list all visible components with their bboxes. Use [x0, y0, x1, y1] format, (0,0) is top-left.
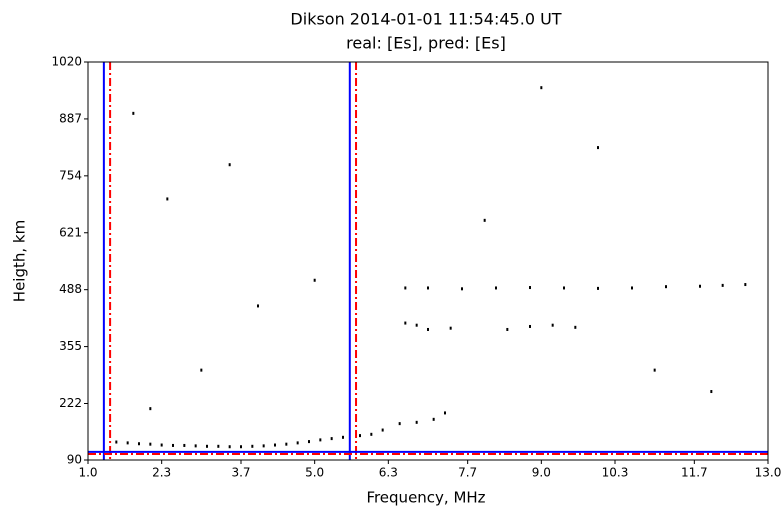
x-tick-label: 10.3: [602, 466, 629, 480]
point: [342, 436, 344, 439]
point: [172, 444, 174, 447]
point: [263, 444, 265, 447]
y-tick-label: 90: [67, 453, 82, 467]
point: [319, 438, 321, 441]
point: [331, 437, 333, 440]
point: [416, 324, 418, 327]
point: [161, 444, 163, 447]
plot-frame: [88, 62, 768, 460]
point: [416, 421, 418, 424]
point: [529, 325, 531, 328]
point: [200, 369, 202, 372]
point: [257, 304, 259, 307]
point: [217, 445, 219, 448]
point: [710, 390, 712, 393]
x-tick-label: 3.7: [231, 466, 250, 480]
point: [552, 324, 554, 327]
point: [138, 442, 140, 445]
point: [308, 440, 310, 443]
point: [206, 445, 208, 448]
point: [495, 286, 497, 289]
point: [285, 443, 287, 446]
point: [484, 219, 486, 222]
point: [297, 441, 299, 444]
y-tick-label: 887: [59, 111, 82, 125]
point: [433, 418, 435, 421]
y-tick-label: 222: [59, 396, 82, 410]
point: [404, 286, 406, 289]
x-tick-label: 1.0: [78, 466, 97, 480]
y-tick-label: 754: [59, 168, 82, 182]
point: [183, 444, 185, 447]
point: [149, 407, 151, 410]
point: [370, 433, 372, 436]
chart: Dikson 2014-01-01 11:54:45.0 UT real: [E…: [0, 0, 781, 509]
point: [127, 441, 129, 444]
point: [665, 285, 667, 288]
point: [427, 286, 429, 289]
x-axis-label: Frequency, MHz: [366, 489, 485, 507]
point: [314, 279, 316, 282]
y-axis-label: Heigth, km: [11, 220, 29, 302]
point: [240, 445, 242, 448]
point: [166, 197, 168, 200]
point: [229, 445, 231, 448]
point: [229, 163, 231, 166]
point: [597, 146, 599, 149]
point: [699, 285, 701, 288]
point: [382, 429, 384, 432]
x-tick-label: 13.0: [755, 466, 781, 480]
point: [132, 112, 134, 115]
x-tick-label: 7.7: [458, 466, 477, 480]
point: [359, 434, 361, 437]
chart-subtitle: real: [Es], pred: [Es]: [346, 34, 506, 53]
x-tick-label: 2.3: [152, 466, 171, 480]
point: [744, 283, 746, 286]
point: [563, 286, 565, 289]
point: [115, 441, 117, 444]
point: [399, 422, 401, 425]
x-tick-label: 9.0: [532, 466, 551, 480]
point: [654, 369, 656, 372]
point: [195, 444, 197, 447]
point: [251, 445, 253, 448]
y-tick-label: 621: [59, 225, 82, 239]
point: [274, 444, 276, 447]
point: [597, 287, 599, 290]
x-tick-label: 5.0: [305, 466, 324, 480]
x-tick-label: 11.7: [681, 466, 708, 480]
point: [461, 287, 463, 290]
point: [722, 284, 724, 287]
point: [444, 411, 446, 414]
point: [540, 86, 542, 89]
chart-title: Dikson 2014-01-01 11:54:45.0 UT: [290, 10, 561, 29]
y-tick-label: 355: [59, 339, 82, 353]
point: [404, 322, 406, 325]
point: [149, 443, 151, 446]
point: [450, 327, 452, 330]
x-tick-label: 6.3: [379, 466, 398, 480]
point: [427, 328, 429, 331]
point: [631, 286, 633, 289]
point: [529, 286, 531, 289]
point: [506, 328, 508, 331]
y-tick-label: 488: [59, 282, 82, 296]
point: [574, 326, 576, 329]
y-tick-label: 1020: [51, 55, 82, 69]
